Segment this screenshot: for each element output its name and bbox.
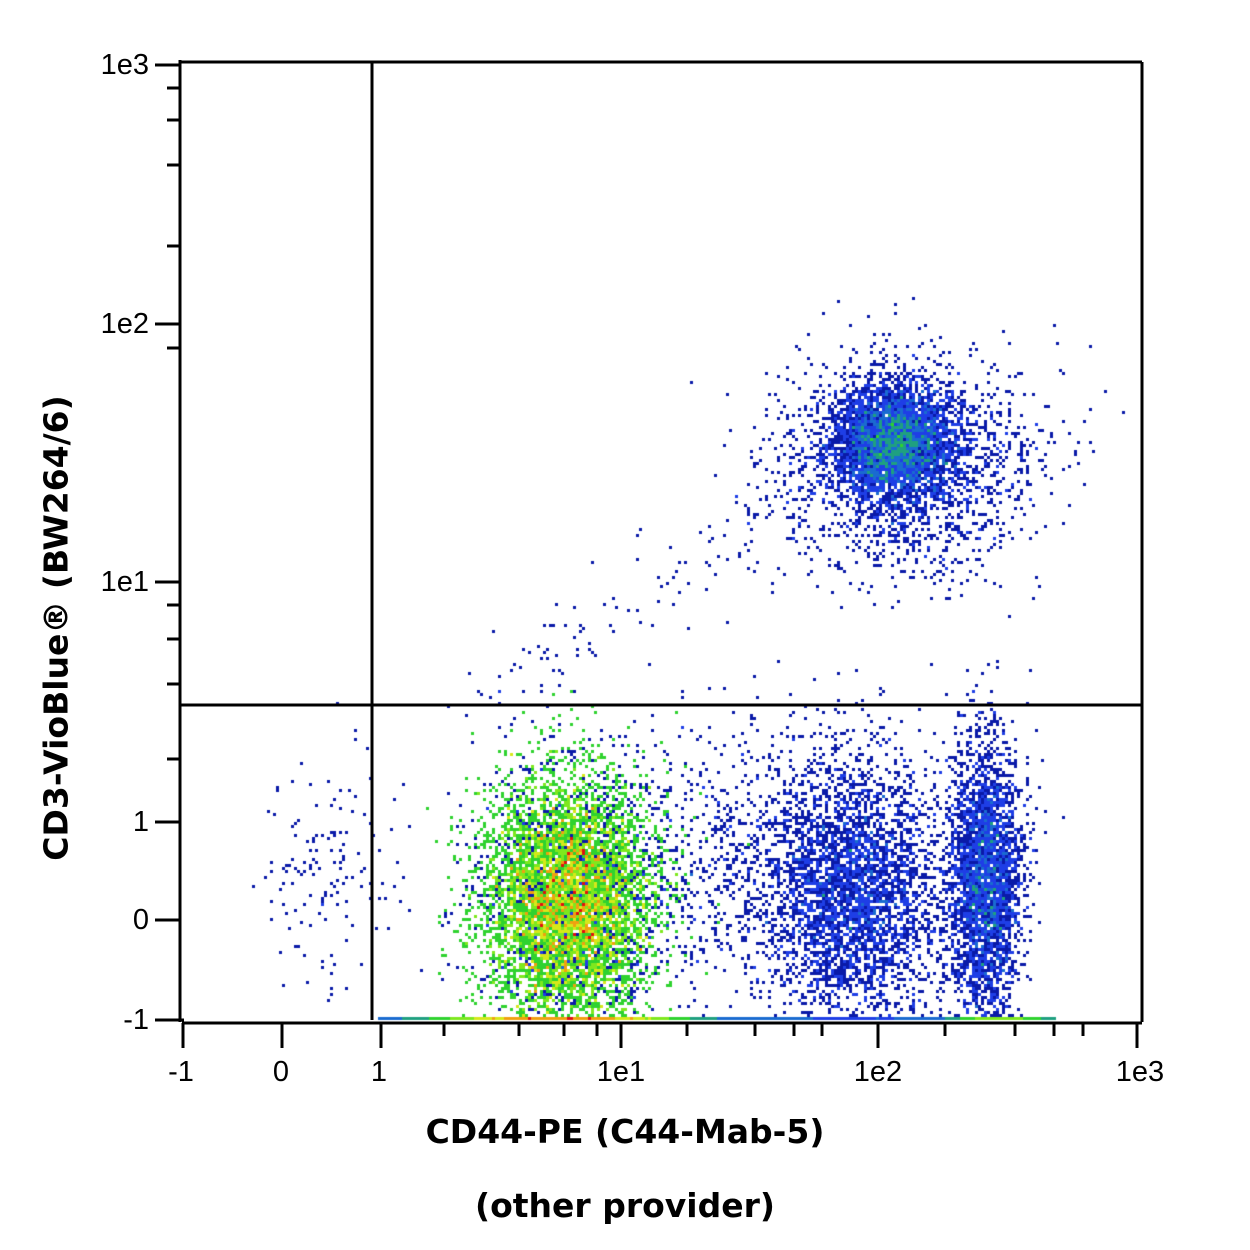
plot-frame [180,60,1144,1022]
y-tick-label: 0 [132,904,149,936]
y-tick-label: -1 [123,1004,149,1036]
y-tick-label: 1e3 [100,49,149,81]
y-tick-label: 1 [132,806,149,838]
x-axis-title: CD44-PE (C44-Mab-5) [425,1112,825,1151]
y-tick-label: 1e1 [100,566,149,598]
x-tick-label: 0 [272,1056,290,1088]
x-tick-label: 1e3 [1115,1056,1165,1088]
y-axis [155,60,182,1022]
x-axis-subtitle: (other provider) [475,1186,775,1225]
x-axis [181,1021,1142,1048]
y-axis-title: CD3-VioBlue® (BW264/6) [36,395,76,861]
y-tick-label: 1e2 [100,308,149,340]
quadrant-gate[interactable] [180,62,1142,1020]
x-tick-label: 1 [370,1056,388,1088]
x-tick-label: 1e1 [596,1056,646,1088]
x-tick-label: 1e2 [853,1056,903,1088]
x-tick-label: -1 [168,1056,194,1088]
